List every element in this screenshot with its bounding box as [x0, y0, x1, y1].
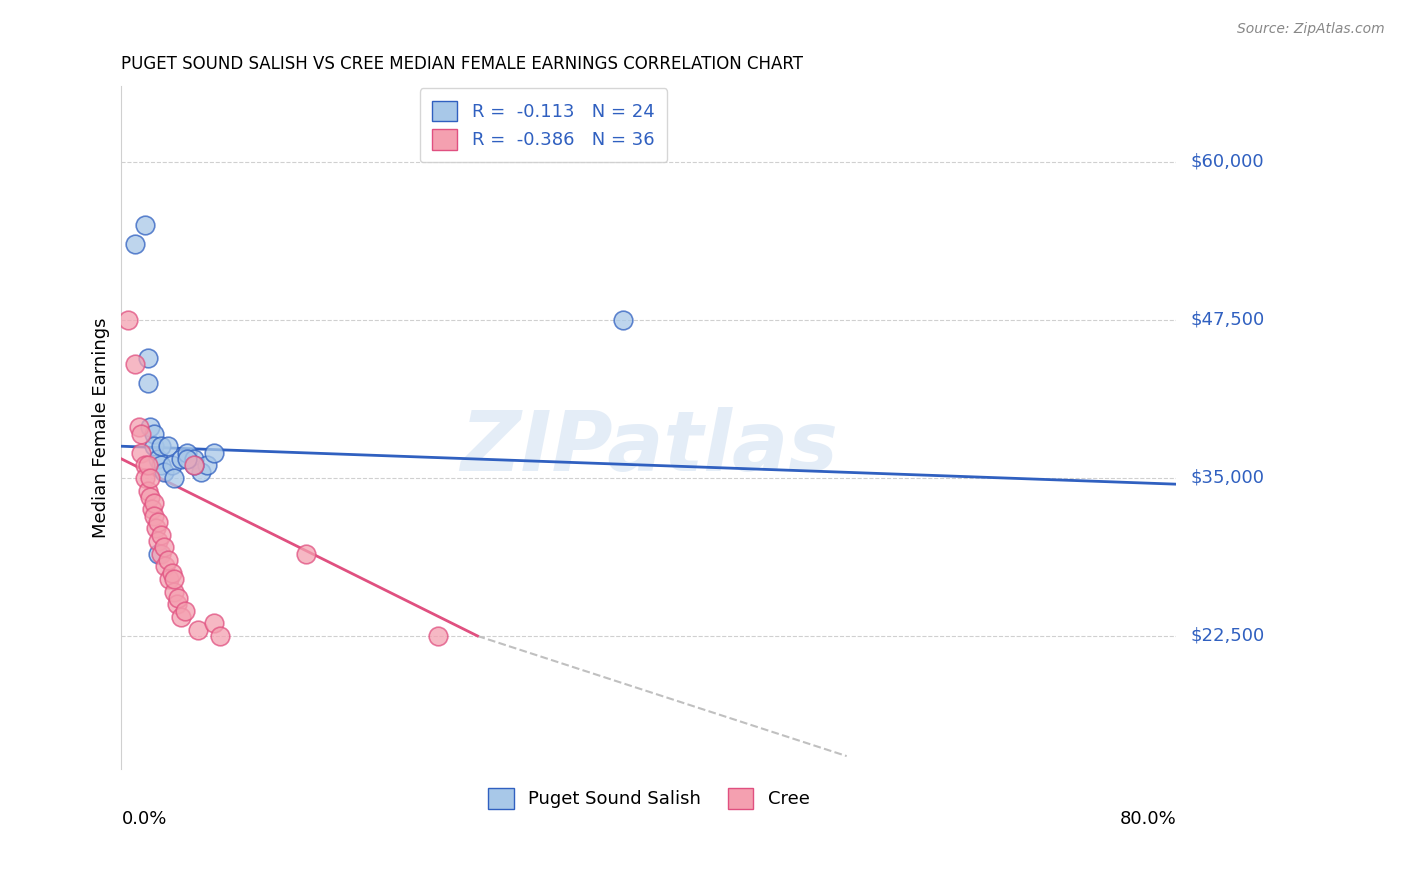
Point	[124, 357, 146, 371]
Point	[134, 471, 156, 485]
Point	[141, 502, 163, 516]
Point	[134, 218, 156, 232]
Point	[183, 458, 205, 473]
Point	[173, 604, 195, 618]
Point	[183, 451, 205, 466]
Point	[195, 458, 218, 473]
Point	[148, 515, 170, 529]
Text: $60,000: $60,000	[1191, 153, 1264, 170]
Point	[136, 351, 159, 365]
Point	[152, 465, 174, 479]
Text: PUGET SOUND SALISH VS CREE MEDIAN FEMALE EARNINGS CORRELATION CHART: PUGET SOUND SALISH VS CREE MEDIAN FEMALE…	[121, 55, 803, 73]
Text: $22,500: $22,500	[1191, 627, 1264, 645]
Text: 0.0%: 0.0%	[121, 810, 167, 828]
Point	[170, 451, 193, 466]
Point	[129, 426, 152, 441]
Point	[150, 528, 173, 542]
Point	[143, 426, 166, 441]
Text: 80.0%: 80.0%	[1119, 810, 1177, 828]
Point	[150, 458, 173, 473]
Text: Source: ZipAtlas.com: Source: ZipAtlas.com	[1237, 22, 1385, 37]
Point	[134, 458, 156, 473]
Point	[143, 508, 166, 523]
Point	[160, 458, 183, 473]
Point	[170, 610, 193, 624]
Point	[163, 572, 186, 586]
Point	[139, 471, 162, 485]
Point	[190, 465, 212, 479]
Point	[139, 420, 162, 434]
Point	[612, 312, 634, 326]
Point	[183, 458, 205, 473]
Point	[176, 451, 198, 466]
Point	[163, 584, 186, 599]
Point	[148, 547, 170, 561]
Point	[150, 547, 173, 561]
Point	[426, 629, 449, 643]
Point	[150, 439, 173, 453]
Point	[209, 629, 232, 643]
Point	[167, 591, 190, 605]
Point	[295, 547, 318, 561]
Point	[139, 490, 162, 504]
Point	[128, 420, 150, 434]
Point	[176, 445, 198, 459]
Point	[202, 445, 225, 459]
Text: $47,500: $47,500	[1191, 310, 1264, 329]
Point	[124, 236, 146, 251]
Point	[143, 439, 166, 453]
Point	[160, 566, 183, 580]
Point	[157, 572, 180, 586]
Point	[136, 458, 159, 473]
Point	[136, 376, 159, 390]
Point	[156, 439, 179, 453]
Point	[143, 496, 166, 510]
Point	[145, 521, 167, 535]
Point	[202, 616, 225, 631]
Point	[166, 597, 188, 611]
Point	[136, 483, 159, 498]
Point	[187, 623, 209, 637]
Point	[152, 541, 174, 555]
Text: $35,000: $35,000	[1191, 469, 1264, 487]
Text: ZIPatlas: ZIPatlas	[460, 408, 838, 488]
Point	[148, 534, 170, 549]
Point	[148, 451, 170, 466]
Point	[156, 553, 179, 567]
Point	[153, 559, 176, 574]
Point	[129, 445, 152, 459]
Point	[163, 471, 186, 485]
Y-axis label: Median Female Earnings: Median Female Earnings	[93, 317, 110, 538]
Point	[117, 312, 139, 326]
Legend: Puget Sound Salish, Cree: Puget Sound Salish, Cree	[475, 775, 823, 822]
